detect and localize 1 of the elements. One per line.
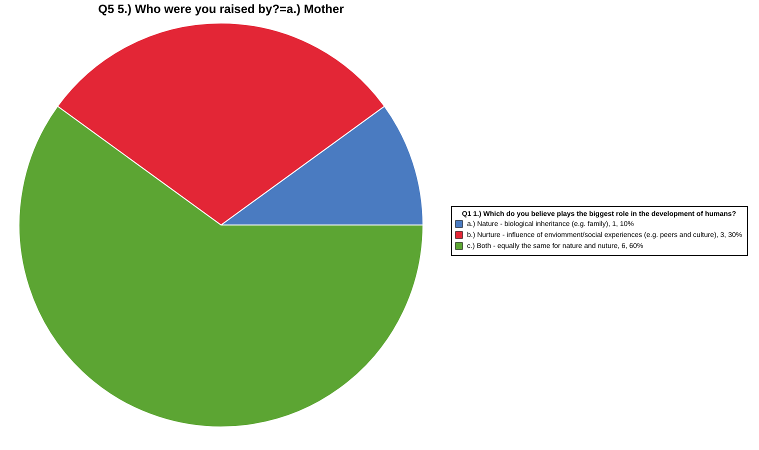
chart-title: Q5 5.) Who were you raised by?=a.) Mother (98, 2, 344, 16)
